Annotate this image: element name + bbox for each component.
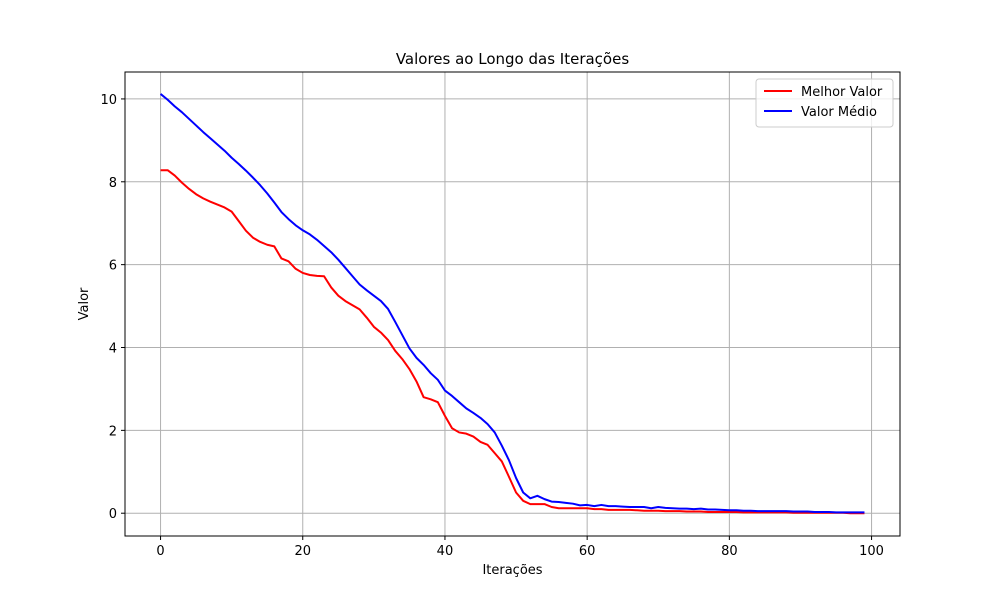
- legend-label-valor-medio: Valor Médio: [801, 105, 877, 120]
- y-tick-label: 10: [100, 93, 117, 108]
- x-tick-label: 40: [437, 544, 454, 559]
- x-tick-label: 0: [156, 544, 164, 559]
- y-tick-label: 2: [109, 424, 117, 439]
- series-line-valor-medio: [159, 93, 865, 514]
- x-tick-label: 80: [721, 544, 738, 559]
- x-tick-label: 20: [294, 544, 311, 559]
- series-line-melhor-valor: [160, 169, 865, 515]
- plot-frame: [124, 71, 901, 537]
- y-tick-label: 0: [109, 507, 117, 522]
- legend-label-melhor-valor: Melhor Valor: [801, 85, 883, 100]
- y-tick-label: 8: [109, 176, 117, 191]
- axis-ticks: 0 20 40 60 80 100 0 2 4 6 8 10: [100, 93, 884, 559]
- y-tick-label: 6: [109, 259, 117, 274]
- x-tick-label: 100: [859, 544, 884, 559]
- legend: Melhor Valor Valor Médio: [755, 78, 894, 128]
- y-tick-label: 4: [109, 342, 117, 357]
- series-lines: [159, 93, 865, 515]
- x-tick-label: 60: [579, 544, 596, 559]
- y-axis-label: Valor: [77, 287, 92, 320]
- x-axis-label: Iterações: [482, 563, 542, 578]
- chart-title: Valores ao Longo das Iterações: [396, 50, 630, 68]
